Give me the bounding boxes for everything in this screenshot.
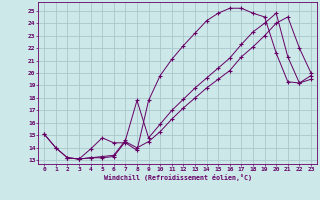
X-axis label: Windchill (Refroidissement éolien,°C): Windchill (Refroidissement éolien,°C)	[104, 174, 252, 181]
